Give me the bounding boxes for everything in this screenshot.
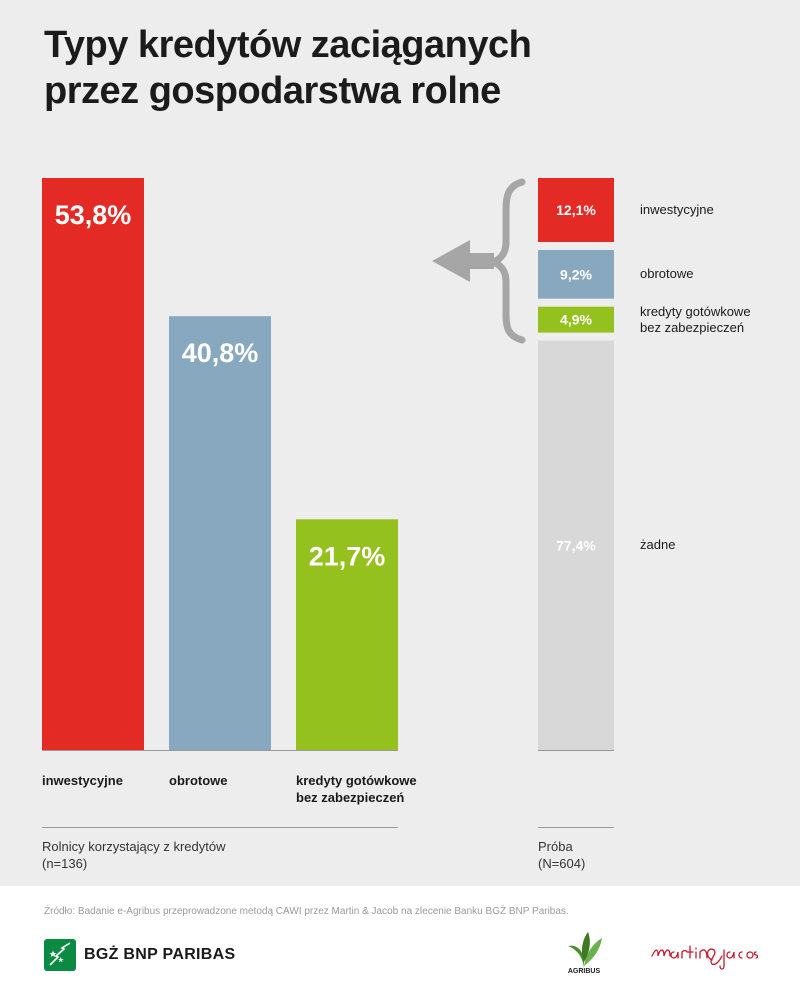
bgz-bnp-paribas-logo: BGŻ BNP PARIBAS bbox=[44, 938, 235, 972]
legend-label-zadne-line-1: żadne bbox=[640, 537, 676, 553]
agribus-logo: AGRIBUS bbox=[556, 930, 612, 980]
legend-label-gotowkowe-line-1: kredyty gotówkowe bbox=[640, 303, 751, 319]
value-label-obrotowe: 40,8% bbox=[182, 338, 259, 368]
bank-logo-text: BGŻ BNP PARIBAS bbox=[84, 946, 236, 963]
category-label-obrotowe-line-1: obrotowe bbox=[169, 773, 228, 788]
legend-label-gotowkowe: kredyty gotówkowe bez zabezpieczeń bbox=[640, 304, 751, 336]
segment-gotowkowe bbox=[538, 306, 614, 333]
segment-zadne bbox=[538, 340, 614, 750]
sample-note-right-line-2: (N=604) bbox=[538, 856, 586, 871]
source-note: Źródło: Badanie e-Agribus przeprowadzone… bbox=[44, 906, 569, 917]
legend-label-obrotowe: obrotowe bbox=[640, 266, 693, 282]
martin-jacob-logo bbox=[651, 945, 758, 970]
category-label-obrotowe: obrotowe bbox=[169, 772, 228, 789]
sample-note-left: Rolnicy korzystający z kredytów (n=136) bbox=[42, 838, 226, 872]
agribus-leaf-icon bbox=[568, 932, 602, 968]
legend-label-inwestycyjne: inwestycyjne bbox=[640, 202, 714, 218]
arrow-shaft bbox=[466, 253, 494, 269]
arrow-left-icon bbox=[432, 240, 470, 282]
bar-inwestycyjne bbox=[42, 178, 144, 750]
footer: Źródło: Badanie e-Agribus przeprowadzone… bbox=[0, 886, 800, 987]
chart-canvas: 53,8% 40,8% 21,7% 12,1% 9,2% 4,9% 77,4% bbox=[42, 178, 614, 828]
title-line-1: Typy kredytów zaciąganych bbox=[44, 24, 532, 66]
category-label-gotowkowe-line-1: kredyty gotówkowe bbox=[296, 773, 417, 788]
category-label-gotowkowe-line-2: bez zabezpieczeń bbox=[296, 790, 405, 805]
sample-note-right: Próba (N=604) bbox=[538, 838, 585, 872]
curly-brace-icon bbox=[490, 178, 526, 344]
bnp-stars-icon bbox=[44, 939, 76, 971]
segment-inwestycyjne bbox=[538, 178, 614, 243]
bar-obrotowe bbox=[169, 316, 271, 750]
value-label-gotowkowe: 21,7% bbox=[309, 541, 386, 571]
bar-gotowkowe bbox=[296, 519, 398, 750]
legend-label-zadne: żadne bbox=[640, 537, 675, 553]
sample-note-right-line-1: Próba bbox=[538, 839, 573, 854]
segment-label-gotowkowe: 4,9% bbox=[560, 312, 592, 328]
chart-title: Typy kredytów zaciąganych przez gospodar… bbox=[44, 22, 532, 114]
segment-label-obrotowe: 9,2% bbox=[560, 266, 592, 282]
segment-label-zadne: 77,4% bbox=[556, 537, 596, 553]
value-label-inwestycyjne: 53,8% bbox=[55, 200, 132, 230]
segment-obrotowe bbox=[538, 250, 614, 299]
title-line-2: przez gospodarstwa rolne bbox=[44, 70, 501, 112]
category-label-inwestycyjne: inwestycyjne bbox=[42, 772, 123, 789]
legend-label-inwestycyjne-line-1: inwestycyjne bbox=[640, 202, 714, 217]
legend-label-obrotowe-line-1: obrotowe bbox=[640, 266, 694, 282]
segment-label-inwestycyjne: 12,1% bbox=[556, 202, 596, 218]
legend-label-gotowkowe-line-2: bez zabezpieczeń bbox=[640, 319, 745, 335]
category-label-gotowkowe: kredyty gotówkowe bez zabezpieczeń bbox=[296, 772, 417, 806]
sample-note-left-line-1: Rolnicy korzystający z kredytów bbox=[42, 839, 226, 854]
sample-note-left-line-2: (n=136) bbox=[42, 856, 88, 871]
category-label-inwestycyjne-line-1: inwestycyjne bbox=[42, 773, 123, 788]
agribus-logo-text: AGRIBUS bbox=[567, 968, 601, 975]
